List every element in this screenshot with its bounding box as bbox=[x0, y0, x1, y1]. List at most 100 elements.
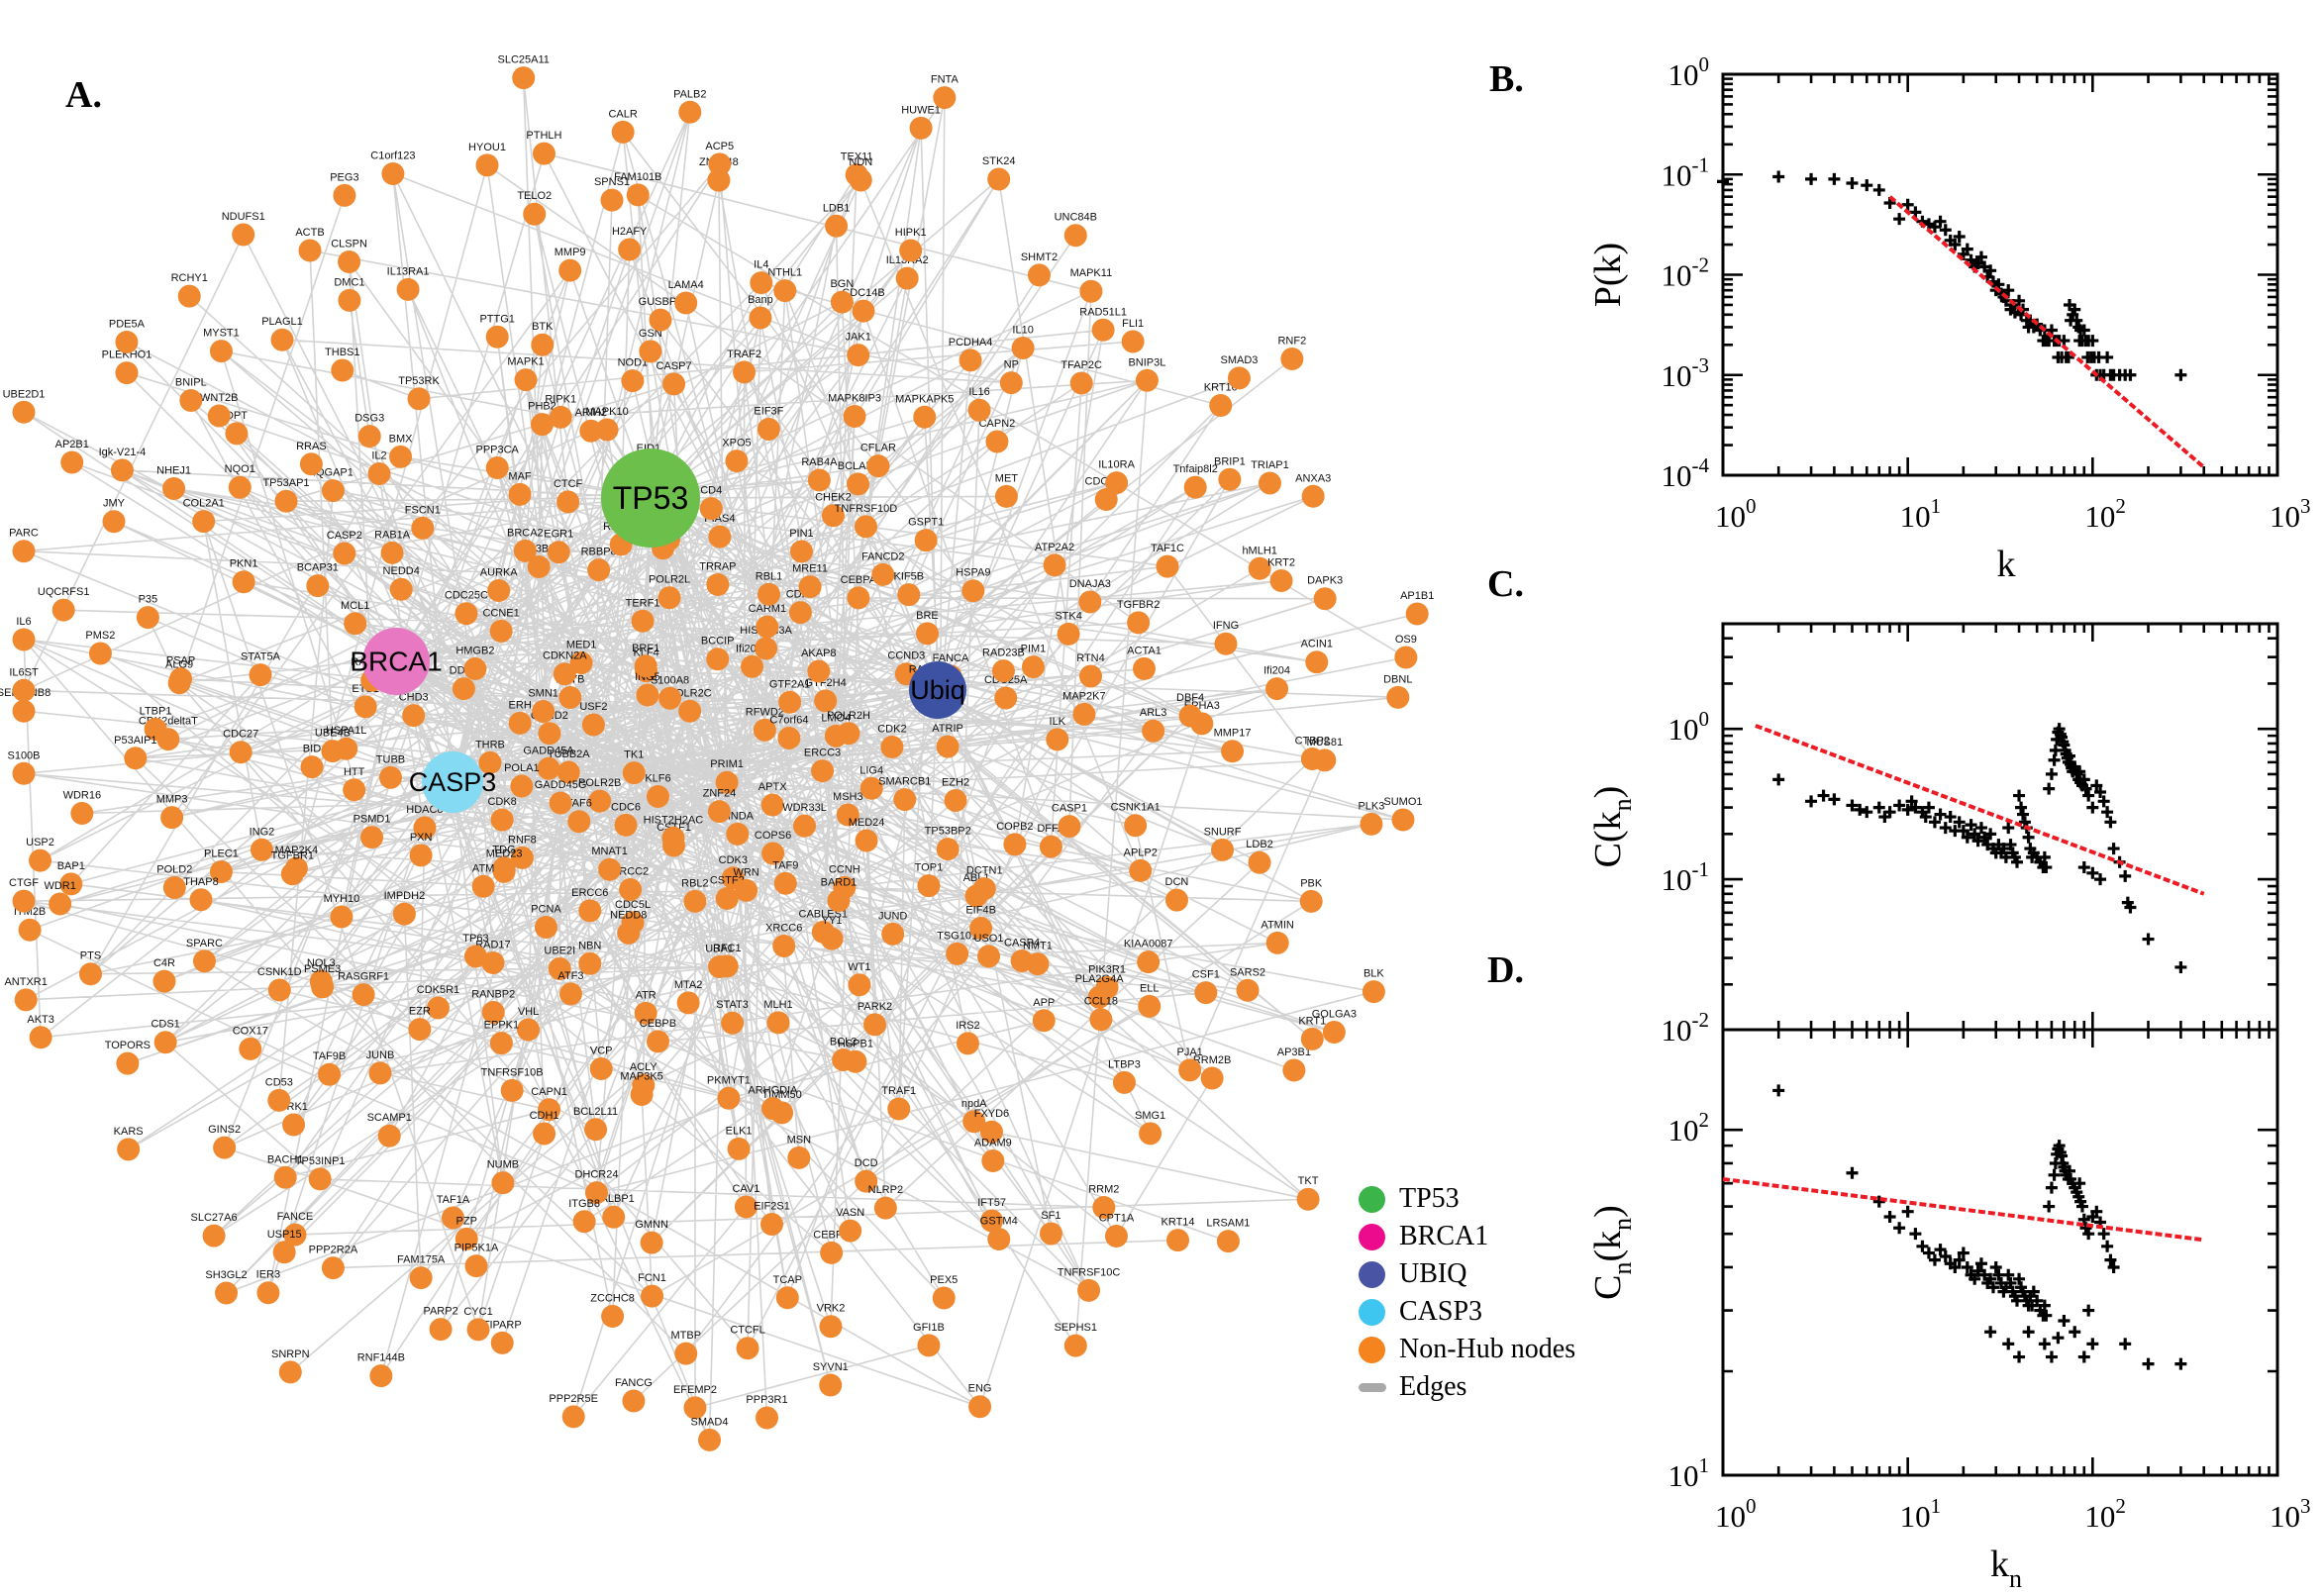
network-node-label: RBL1 bbox=[756, 570, 783, 582]
network-node-label: KLF6 bbox=[645, 773, 670, 785]
network-node bbox=[357, 425, 381, 449]
network-node bbox=[352, 983, 375, 1007]
network-node bbox=[377, 1124, 401, 1147]
network-node bbox=[634, 654, 657, 678]
network-node bbox=[646, 1030, 669, 1053]
network-node-label: MLH1 bbox=[763, 999, 792, 1011]
network-node bbox=[622, 761, 646, 785]
network-node bbox=[740, 654, 763, 678]
network-node-label: ILK bbox=[1050, 716, 1066, 728]
network-node-label: EGR1 bbox=[544, 529, 573, 541]
network-node-label: CSNK1D bbox=[257, 966, 302, 978]
legend-label: CASP3 bbox=[1399, 1296, 1483, 1327]
network-node-label: FANCD2 bbox=[861, 550, 904, 562]
network-node bbox=[994, 484, 1018, 508]
network-node-label: THRB bbox=[475, 739, 505, 750]
network-node-label: ERCC2 bbox=[612, 865, 649, 877]
network-node bbox=[946, 942, 969, 965]
network-node-label: MRE11 bbox=[792, 563, 828, 575]
network-node-label: CEBPA bbox=[841, 574, 877, 586]
network-node bbox=[760, 1097, 784, 1121]
network-node-label: RASGRF1 bbox=[338, 971, 389, 983]
network-node-label: EIF4B bbox=[965, 904, 996, 916]
scatter-points bbox=[1717, 170, 2187, 381]
network-node-label: MAP2K7 bbox=[1062, 690, 1105, 702]
network-node-label: CAPN1 bbox=[531, 1086, 567, 1098]
tick-label: 100 bbox=[1715, 494, 1757, 534]
network-node-label: CDC14B bbox=[842, 287, 884, 299]
network-node bbox=[715, 954, 739, 978]
tick-label: 10-2 bbox=[1662, 253, 1710, 293]
network-node-label: ELL bbox=[1140, 982, 1160, 994]
network-node-label: MAPKAPK5 bbox=[895, 393, 954, 405]
network-node bbox=[531, 333, 555, 356]
network-node bbox=[959, 349, 982, 372]
network-node-label: RAD17 bbox=[475, 939, 510, 950]
network-node-label: TK1 bbox=[624, 749, 644, 761]
network-node-label: WDR33L bbox=[782, 802, 827, 814]
network-node-label: SNURF bbox=[1204, 826, 1242, 838]
network-node-label: UBE2I bbox=[544, 945, 575, 956]
network-node-label: PTTG1 bbox=[479, 313, 514, 325]
network-node bbox=[979, 1120, 1003, 1144]
panel-a-label: A. bbox=[65, 74, 102, 116]
network-node bbox=[249, 663, 272, 687]
network-node bbox=[513, 539, 537, 562]
network-node-label: KLF4 bbox=[633, 648, 658, 659]
network-node bbox=[820, 927, 844, 950]
network-node-label: CHD3 bbox=[399, 692, 429, 704]
network-node-label: RANBP2 bbox=[471, 988, 515, 1000]
network-node bbox=[956, 1032, 979, 1055]
network-node bbox=[640, 1231, 663, 1254]
network-node bbox=[621, 369, 645, 393]
network-node bbox=[793, 814, 817, 838]
network-node-label: BRE bbox=[916, 610, 939, 622]
network-node-label: NOD1 bbox=[618, 357, 649, 369]
network-node-label: NMT1 bbox=[1023, 941, 1053, 952]
network-node bbox=[549, 405, 572, 429]
network-node-label: IL16 bbox=[968, 386, 989, 398]
tick-label: 10-1 bbox=[1662, 857, 1710, 897]
network-node-label: MED1 bbox=[566, 639, 597, 650]
network-node bbox=[485, 325, 509, 349]
fit-line bbox=[1888, 195, 2206, 469]
network-node bbox=[662, 372, 686, 396]
network-node bbox=[759, 1212, 783, 1236]
network-node bbox=[707, 800, 731, 824]
network-node bbox=[972, 877, 996, 901]
network-node-label: ING2 bbox=[250, 826, 275, 838]
network-node-label: HMGB2 bbox=[455, 646, 494, 657]
network-node-label: RIPK1 bbox=[545, 393, 576, 405]
network-node-label: MED24 bbox=[849, 817, 885, 829]
network-node-label: BCCIP bbox=[701, 636, 735, 648]
network-node bbox=[558, 686, 582, 710]
network-node bbox=[553, 662, 576, 686]
network-node bbox=[280, 862, 304, 886]
network-node bbox=[798, 575, 822, 599]
network-node bbox=[961, 579, 985, 603]
network-node bbox=[367, 461, 391, 485]
network-node-label: TERF1 bbox=[626, 597, 660, 609]
tick-label: 10-3 bbox=[1662, 353, 1710, 393]
network-node bbox=[478, 750, 502, 774]
network-node-label: MYH10 bbox=[324, 893, 360, 905]
network-node bbox=[578, 951, 602, 975]
edge-swatch-icon bbox=[1359, 1382, 1386, 1392]
network-node-label: ATP2A2 bbox=[1035, 542, 1074, 553]
network-node-label: CHEK2 bbox=[815, 492, 852, 504]
legend-item-tp53: TP53 bbox=[1359, 1180, 1575, 1218]
network-node-label: EZR bbox=[409, 1006, 431, 1018]
network-node-label: TDG bbox=[492, 845, 515, 856]
network-node bbox=[843, 404, 866, 428]
network-node-label: THAP8 bbox=[183, 876, 218, 888]
network-node-label: IL2 bbox=[371, 449, 386, 461]
network-node bbox=[532, 700, 556, 724]
network-node-label: MCL1 bbox=[341, 600, 369, 612]
network-node bbox=[807, 659, 831, 683]
network-node bbox=[936, 735, 960, 758]
network-node-label: IMPDH2 bbox=[384, 890, 426, 902]
network-node-label: MAF bbox=[508, 470, 532, 482]
network-node bbox=[548, 956, 571, 980]
